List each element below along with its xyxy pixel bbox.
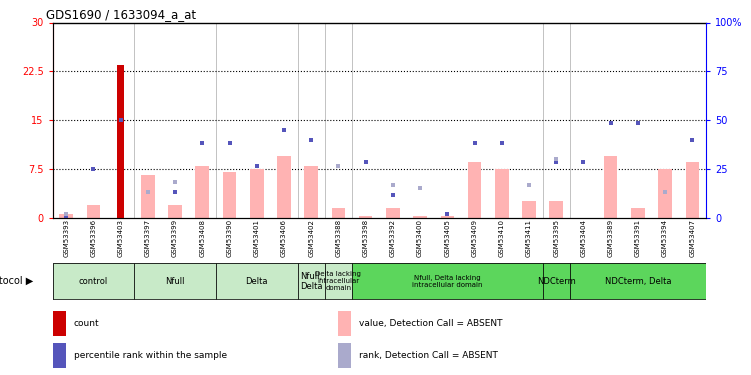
Text: value, Detection Call = ABSENT: value, Detection Call = ABSENT: [359, 319, 502, 328]
Bar: [277, 156, 291, 218]
Bar: [338, 311, 351, 336]
Bar: [53, 343, 66, 368]
Text: count: count: [74, 319, 99, 328]
Bar: [659, 169, 672, 217]
Bar: [223, 172, 237, 217]
Bar: [141, 175, 155, 217]
Bar: [686, 162, 699, 218]
Text: Nfull: Nfull: [165, 277, 185, 286]
Bar: [468, 162, 481, 218]
Bar: [570, 263, 706, 299]
Text: NDCterm, Delta: NDCterm, Delta: [605, 277, 671, 286]
Text: control: control: [79, 277, 108, 286]
Text: percentile rank within the sample: percentile rank within the sample: [74, 351, 227, 360]
Bar: [522, 201, 535, 217]
Text: Nfull, Delta lacking
intracellular domain: Nfull, Delta lacking intracellular domai…: [412, 275, 483, 288]
Bar: [297, 263, 324, 299]
Text: GDS1690 / 1633094_a_at: GDS1690 / 1633094_a_at: [46, 8, 196, 21]
Bar: [195, 165, 209, 218]
Bar: [53, 263, 134, 299]
Text: rank, Detection Call = ABSENT: rank, Detection Call = ABSENT: [359, 351, 498, 360]
Bar: [359, 216, 372, 217]
Bar: [59, 214, 73, 217]
Bar: [117, 65, 125, 218]
Bar: [324, 263, 352, 299]
Bar: [134, 263, 216, 299]
Bar: [304, 165, 318, 218]
Bar: [441, 216, 454, 217]
Text: protocol ▶: protocol ▶: [0, 276, 33, 286]
Bar: [550, 201, 563, 217]
Bar: [250, 169, 264, 217]
Bar: [168, 204, 182, 218]
Bar: [352, 263, 542, 299]
Bar: [604, 156, 617, 218]
Text: Delta lacking
intracellular
domain: Delta lacking intracellular domain: [315, 271, 361, 291]
Text: NDCterm: NDCterm: [537, 277, 575, 286]
Bar: [338, 343, 351, 368]
Bar: [386, 208, 400, 218]
Text: Nfull,
Delta: Nfull, Delta: [300, 272, 322, 291]
Bar: [413, 216, 427, 217]
Bar: [86, 204, 100, 218]
Bar: [631, 208, 644, 218]
Bar: [495, 169, 508, 217]
Bar: [216, 263, 297, 299]
Bar: [332, 208, 345, 218]
Text: Delta: Delta: [246, 277, 268, 286]
Bar: [53, 311, 66, 336]
Bar: [542, 263, 570, 299]
